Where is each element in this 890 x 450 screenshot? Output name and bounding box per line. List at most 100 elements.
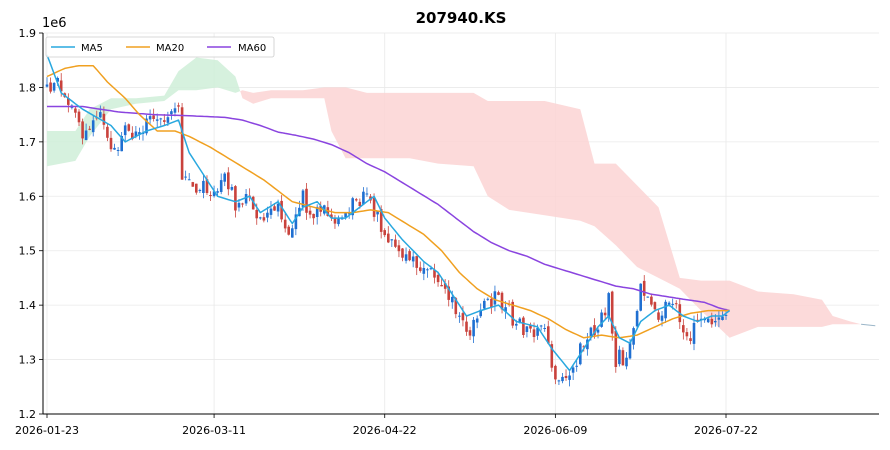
cloud-tail-line [861,323,876,327]
candle-down [127,124,131,131]
candle-down [419,267,422,271]
candle-down [696,319,699,321]
x-tick-labels: 2026-01-23 2026-03-11 2026-04-22 2026-06… [15,424,758,437]
candle-down [379,209,383,232]
ma20-line [46,64,730,339]
candle-down [689,338,692,341]
candle-up [451,296,454,303]
candle-down [180,107,184,180]
candle-down [547,326,550,344]
candle-up [266,212,269,218]
candle-up [56,78,59,82]
candle-down [205,179,209,193]
candle-down [287,226,290,235]
candle-up [561,376,564,382]
candle-up [45,84,49,87]
candle-down [447,286,450,300]
candle-down [305,188,308,213]
candle-up [660,315,664,321]
candle-down [614,330,618,367]
candle-down [682,325,685,333]
candle-down [415,256,418,268]
y-tick-label: 1.4 [19,299,37,312]
y-tick-label: 1.6 [19,190,37,203]
candle-up [422,268,426,274]
candle-down [454,298,458,315]
candle-down [550,344,554,368]
candle-up [518,318,522,323]
x-tick-label: 2026-03-11 [182,424,246,437]
candle-up [237,202,241,208]
y-tick-labels: 1.2 1.3 1.4 1.5 1.6 1.7 1.8 1.9 [19,27,37,421]
candle-up [145,118,148,134]
candle-up [99,112,102,118]
candle-down [308,210,312,215]
candle-down [383,230,386,236]
candle-up [259,217,262,219]
y-scale-label: 1e6 [42,16,67,31]
candle-down [77,111,81,123]
candle-up [365,193,369,195]
candle-up [543,328,546,329]
candle-down [490,298,493,308]
candle-up [571,367,575,373]
candle-down [234,186,237,211]
candle-down [497,292,500,295]
legend-box [45,36,275,58]
y-tick-label: 1.7 [19,136,37,149]
candle-up [607,293,610,318]
candle-down [283,219,287,229]
candle-down [273,206,276,211]
candle-down [582,346,586,348]
candle-up [596,329,600,333]
candle-up [600,312,603,327]
candle-down [177,105,180,107]
candle-up [202,180,205,193]
candle-down [312,213,315,219]
candle-down [500,292,504,310]
candle-down [468,330,472,336]
candle-up [269,208,273,215]
ichimoku-cloud [47,57,876,338]
x-tick-label: 2026-06-09 [523,424,587,437]
chart-title: 207940.KS [416,9,507,27]
candle-down [255,210,258,219]
candle-down [511,301,514,326]
candle-up [429,268,433,270]
candle-up [170,111,173,115]
candle-down [326,207,330,216]
candle-up [714,321,717,323]
candle-up [276,203,280,212]
candle-up [184,176,187,178]
candle-down [152,115,155,119]
candle-up [646,296,650,298]
candle-up [472,319,475,337]
candle-down [621,350,625,366]
y-tick-label: 1.2 [19,408,37,421]
candle-down [251,196,255,210]
candle-down [209,195,212,196]
candle-up [230,187,234,190]
candle-up [404,254,408,261]
y-tick-label: 1.9 [19,27,37,40]
candle-up [536,327,539,336]
candle-down [610,291,614,334]
candle-up [344,213,347,218]
candle-up [575,365,578,367]
candle-down [532,329,536,337]
candle-down [131,132,134,139]
candle-up [223,173,226,182]
candle-down [163,120,166,122]
legend-label-ma5: MA5 [81,43,103,54]
candle-down [106,126,109,138]
candle-up [515,323,518,326]
candle-down [358,201,362,206]
candle-up [525,326,529,332]
y-tick-label: 1.8 [19,81,37,94]
x-tick-label: 2026-07-22 [694,424,758,437]
candle-up [148,116,152,120]
candle-down [241,203,244,205]
candle-down [603,312,607,316]
candle-up [664,301,667,319]
candle-down [397,245,401,252]
